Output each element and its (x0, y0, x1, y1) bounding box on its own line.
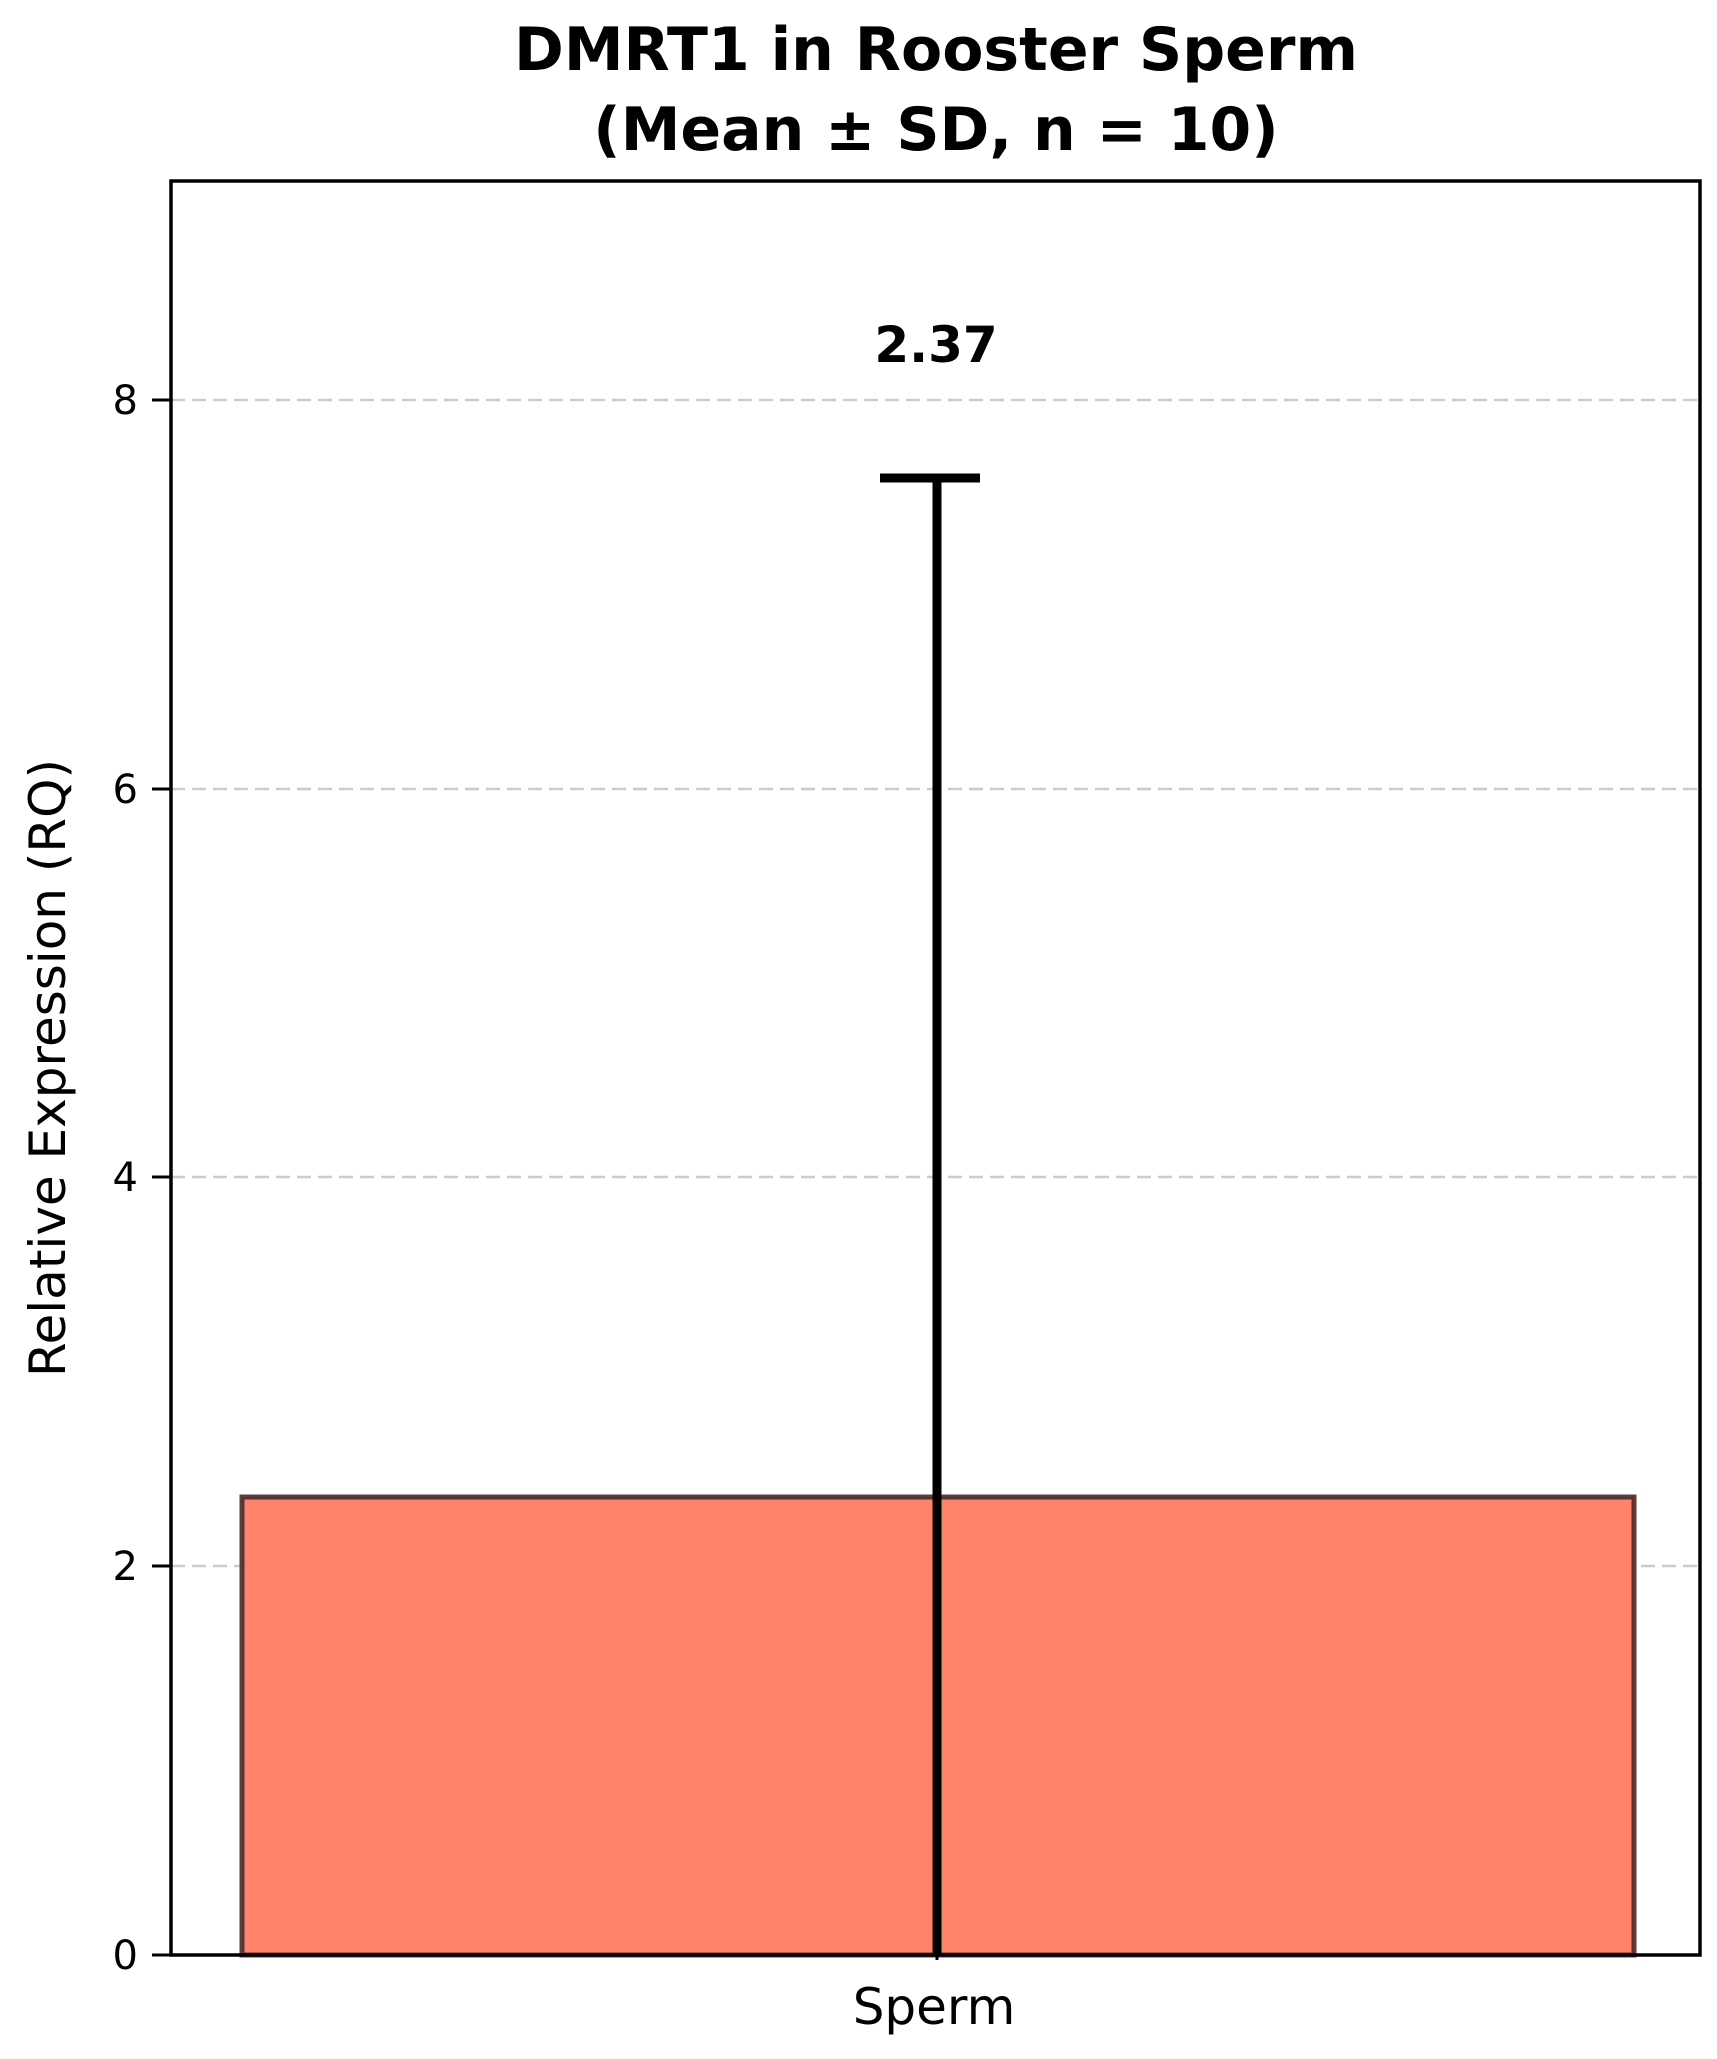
y-ticks (152, 398, 171, 1957)
chart-title-line2: (Mean ± SD, n = 10) (593, 95, 1278, 165)
y-axis-label: Relative Expression (RQ) (19, 759, 77, 1377)
y-tick-label-0: 0 (113, 1933, 138, 1979)
y-tick-label-6: 6 (113, 767, 138, 813)
chart-title-line1: DMRT1 in Rooster Sperm (514, 15, 1358, 85)
value-label-sperm: 2.37 (874, 316, 997, 374)
y-tick-label-2: 2 (113, 1544, 138, 1590)
error-bar-sperm (880, 473, 980, 1955)
y-tick-label-8: 8 (113, 378, 138, 424)
x-tick-label-sperm: Sperm (853, 1978, 1016, 2036)
y-tick-label-4: 4 (113, 1155, 138, 1201)
